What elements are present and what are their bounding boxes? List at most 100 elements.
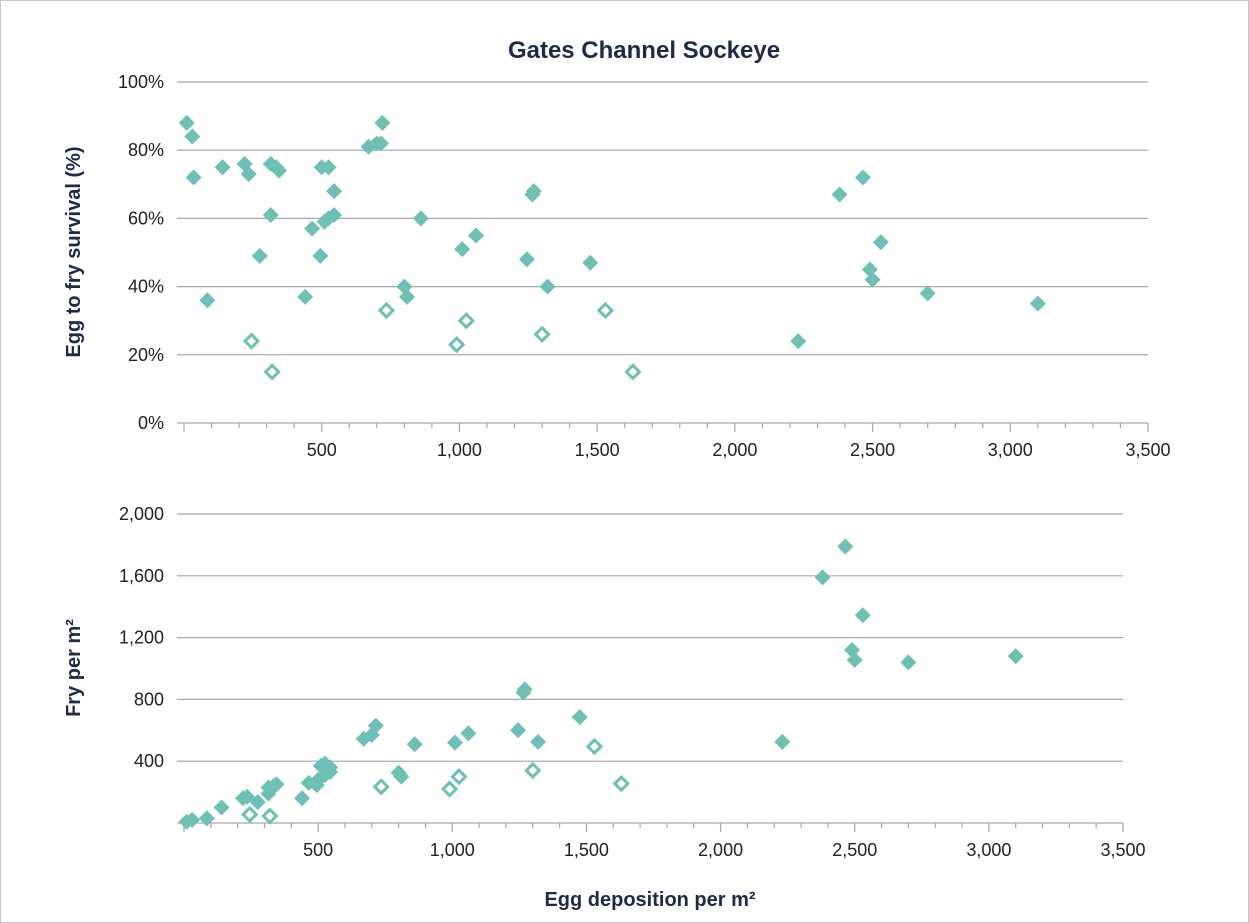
data-point (320, 159, 337, 176)
data-point (854, 607, 871, 624)
data-point (582, 254, 599, 271)
data-point (393, 768, 410, 785)
data-point-open (448, 335, 466, 354)
data-point (399, 288, 416, 305)
x-axis-label: Egg deposition per m² (544, 889, 755, 911)
data-point (213, 799, 230, 816)
data-point-open (261, 807, 279, 825)
data-point-open (372, 778, 390, 796)
data-point-open (263, 363, 281, 381)
data-point (312, 247, 329, 264)
x-tick-label: 2,000 (712, 440, 757, 460)
data-point (571, 709, 588, 726)
data-point (198, 810, 215, 827)
x-tick-label: 2,500 (832, 840, 877, 860)
x-tick-label: 500 (307, 440, 337, 460)
y-tick-label: 1,600 (119, 566, 164, 586)
data-point (412, 210, 429, 227)
data-point (271, 162, 288, 179)
y-tick-label: 100% (118, 72, 164, 92)
survival-plot-area: 0% 20% 40% 60% 80% 100% 500 1,000 1,500 2,000 2,50… (118, 72, 1171, 460)
data-point-open (377, 301, 396, 320)
data-point (510, 722, 527, 739)
data-point (326, 183, 343, 200)
y-tick-label: 1,200 (119, 628, 164, 648)
data-point (919, 285, 936, 302)
data-point (837, 538, 854, 555)
data-point (406, 736, 423, 753)
x-tick-label: 1,500 (564, 840, 609, 860)
y-tick-label: 800 (134, 689, 164, 709)
top-y-axis-label: Egg to fry survival (%) (63, 146, 85, 357)
y-tick-label: 40% (128, 277, 164, 297)
x-tick-label: 3,500 (1125, 440, 1170, 460)
data-point (854, 169, 871, 186)
data-point (1029, 295, 1046, 312)
x-tick-label: 3,500 (1100, 840, 1145, 860)
data-point (525, 183, 542, 200)
x-tick-label: 1,500 (575, 440, 620, 460)
data-point (900, 654, 917, 671)
data-point (1007, 648, 1024, 665)
data-point (539, 278, 556, 295)
data-point-open (440, 780, 459, 798)
data-point-open (241, 805, 259, 824)
data-point (178, 114, 195, 131)
x-tick-label: 2,000 (698, 840, 743, 860)
data-point (262, 206, 279, 223)
data-point (372, 135, 389, 152)
data-point (184, 128, 201, 145)
x-tick-label: 1,000 (430, 840, 475, 860)
data-point-open (533, 325, 551, 343)
data-point-open (624, 363, 642, 381)
data-point (268, 776, 285, 793)
data-point-open (457, 312, 475, 330)
data-point (516, 681, 533, 698)
data-point (294, 790, 311, 807)
data-point (297, 288, 314, 305)
x-tick-label: 3,000 (966, 840, 1011, 860)
data-point (367, 717, 384, 734)
data-point (326, 206, 343, 223)
y-tick-label: 400 (134, 751, 164, 771)
data-point (864, 271, 881, 288)
data-point (467, 227, 484, 244)
chart-title: Gates Channel Sockeye (508, 37, 780, 64)
data-point-open (450, 768, 468, 786)
data-point-open (596, 301, 615, 320)
x-tick-label: 3,000 (988, 440, 1033, 460)
data-point-open (585, 737, 604, 756)
data-point (530, 733, 547, 750)
data-point (518, 251, 535, 268)
bottom-y-axis-label: Fry per m² (63, 619, 85, 717)
data-point (454, 241, 471, 258)
data-point (831, 186, 848, 203)
data-point (251, 247, 268, 264)
x-tick-label: 2,500 (850, 440, 895, 460)
data-point (214, 159, 231, 176)
data-point-open (524, 761, 542, 780)
data-point (446, 734, 463, 751)
data-point (239, 788, 256, 805)
data-point-open (242, 332, 261, 350)
x-tick-label: 500 (303, 840, 333, 860)
fry-plot-area: 400 800 1,200 1,600 2,000 500 1,000 1,500 2,000 2… (119, 504, 1146, 860)
x-tick-label: 1,000 (437, 440, 482, 460)
y-tick-label: 0% (138, 413, 164, 433)
data-point (774, 733, 791, 750)
data-point (240, 166, 257, 183)
data-point (374, 114, 391, 131)
y-tick-label: 80% (128, 140, 164, 160)
data-point (322, 759, 339, 776)
data-point (199, 292, 216, 309)
data-point (846, 652, 863, 669)
y-tick-label: 60% (128, 208, 164, 228)
data-point (460, 725, 477, 742)
data-point-open (612, 774, 630, 793)
data-point (249, 794, 266, 811)
y-tick-label: 20% (128, 345, 164, 365)
data-point (185, 169, 202, 186)
data-point (304, 220, 321, 237)
